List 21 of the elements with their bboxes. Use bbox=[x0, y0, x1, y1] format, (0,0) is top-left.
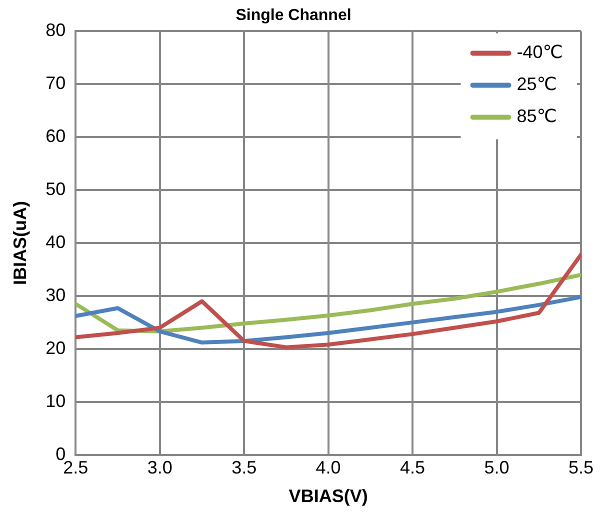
legend-label: 85℃ bbox=[516, 106, 558, 126]
y-tick-label: 50 bbox=[46, 179, 66, 200]
y-tick-label: 60 bbox=[46, 126, 66, 146]
y-tick-label: 30 bbox=[46, 284, 66, 305]
x-tick-label: 2.5 bbox=[63, 458, 88, 478]
legend-label: -40℃ bbox=[516, 42, 564, 62]
y-axis-title: IBIAS(uA) bbox=[10, 201, 30, 285]
x-axis-title: VBIAS(V) bbox=[288, 486, 368, 506]
chart-title: Single Channel bbox=[236, 7, 352, 24]
y-tick-label: 70 bbox=[46, 73, 66, 94]
y-tick-label: 80 bbox=[46, 20, 66, 40]
x-tick-label: 4.5 bbox=[400, 458, 426, 478]
x-tick-label: 5.5 bbox=[568, 458, 594, 478]
x-tick-label: 3.0 bbox=[147, 458, 172, 478]
x-tick-label: 5.0 bbox=[484, 458, 510, 478]
y-tick-label: 40 bbox=[46, 232, 66, 252]
y-tick-label: 10 bbox=[46, 390, 66, 411]
x-tick-label: 4.0 bbox=[316, 458, 341, 478]
y-tick-label: 20 bbox=[46, 338, 66, 358]
legend-label: 25℃ bbox=[516, 74, 558, 94]
x-tick-label: 3.5 bbox=[232, 458, 257, 478]
